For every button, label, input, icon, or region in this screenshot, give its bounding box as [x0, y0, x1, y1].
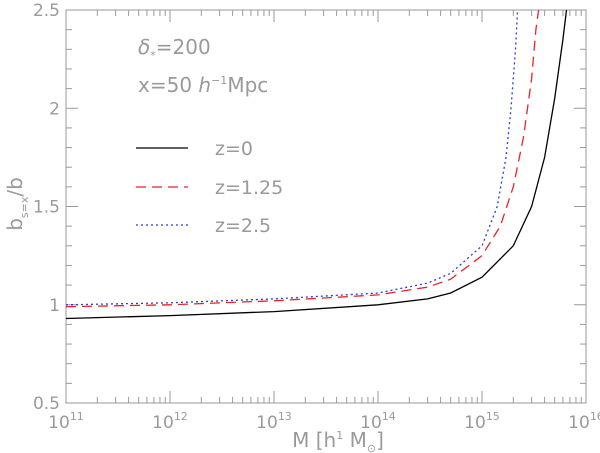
x-tick-label: 1016 [568, 410, 600, 433]
plot-frame [65, 9, 587, 404]
annotation-separation: x=50 h−1Mpc [138, 73, 268, 97]
x-tick-label: 1015 [464, 410, 500, 433]
series-line-z-2-5 [66, 10, 519, 306]
ticks: 1011 1012 1013 1014 1015 1016 0.5 1 1.5 2 2.5 [33, 1, 600, 433]
y-axis-label: bs=x/b [3, 177, 31, 231]
y-tick-label: 2 [49, 99, 60, 119]
y-tick-label: 1 [49, 296, 60, 316]
legend: z=0 z=1.25 z=2.5 [136, 138, 283, 237]
plot-area: 1011 1012 1013 1014 1015 1016 0.5 1 1.5 2 2.5 [33, 1, 600, 433]
annotation-delta: δ*=200 [138, 35, 211, 62]
series-layer [66, 10, 568, 320]
x-tick-label: 1012 [152, 410, 188, 433]
x-tick-label: 1014 [360, 410, 396, 433]
legend-label: z=2.5 [215, 215, 271, 237]
x-axis-label: M [h1 M⊙] [292, 428, 384, 453]
x-tick-label: 1011 [48, 410, 84, 433]
y-tick-label: 1.5 [33, 198, 60, 218]
series-line-z-0 [66, 10, 568, 320]
legend-label: z=0 [215, 138, 253, 160]
y-tick-label: 0.5 [33, 394, 60, 414]
series-line-z-1-25 [66, 10, 540, 308]
y-tick-label: 2.5 [33, 1, 60, 21]
x-tick-label: 1013 [256, 410, 292, 433]
legend-label: z=1.25 [215, 177, 283, 199]
